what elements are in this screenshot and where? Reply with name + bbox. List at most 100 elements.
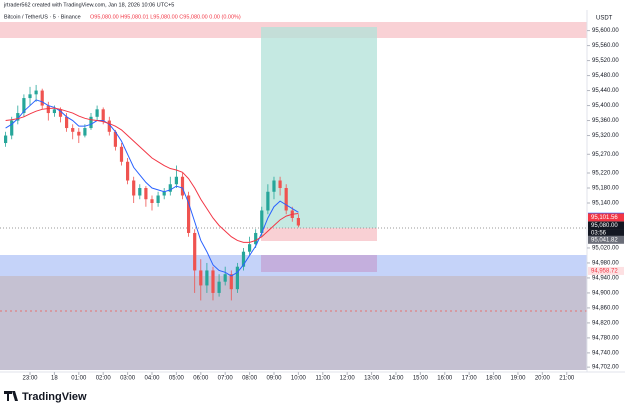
- currency: USDT: [596, 16, 613, 22]
- moving-average: [5, 107, 299, 243]
- price-label-box: [588, 235, 624, 244]
- candle-body: [107, 120, 111, 132]
- x-tick-label: 12:00: [340, 376, 356, 382]
- candle-body: [40, 90, 44, 106]
- x-tick-label: 06:00: [193, 376, 209, 382]
- y-tick-label: 94,900.00: [592, 291, 619, 297]
- candle-body: [180, 176, 185, 196]
- y-tick-label: 94,940.00: [592, 276, 619, 282]
- stop-zone: [261, 228, 377, 241]
- candle-body: [211, 270, 215, 293]
- candle-body: [101, 109, 105, 121]
- y-tick-label: 95,020.00: [592, 246, 619, 252]
- candle-body: [254, 232, 258, 245]
- y-tick-label: 94,860.00: [592, 305, 619, 311]
- candle-body: [132, 180, 136, 196]
- candle-body: [113, 131, 117, 147]
- candle-body: [125, 161, 130, 181]
- stop-label-box: [588, 266, 624, 275]
- countdown-box: [588, 229, 624, 237]
- candle-body: [229, 274, 233, 290]
- candle-body: [150, 199, 154, 203]
- y-tick-label: 95,180.00: [592, 186, 619, 192]
- x-tick-label: 07:00: [218, 376, 234, 382]
- zone-grey: [0, 276, 587, 370]
- price-label-box: [588, 213, 624, 222]
- x-tick-label: 18: [51, 376, 58, 382]
- candle-body: [266, 191, 270, 211]
- x-tick-label: 23:00: [23, 376, 39, 382]
- x-tick-label: 17:00: [462, 376, 478, 382]
- candle-body: [260, 210, 264, 233]
- stop-label: 94,958.72: [591, 269, 618, 275]
- candle-body: [83, 128, 87, 136]
- price-label-box: [588, 221, 624, 230]
- brand: TradingView: [22, 391, 87, 403]
- y-tick-label: 94,740.00: [592, 350, 619, 356]
- price-label: 95,080.00: [591, 223, 618, 229]
- symbol: Bitcoin / TetherUS · 5 · Binance: [4, 14, 81, 20]
- candle-body: [199, 270, 203, 286]
- candle-body: [174, 176, 178, 185]
- candle-body: [89, 116, 93, 129]
- candle-body: [223, 274, 227, 282]
- y-tick-label: 95,600.00: [592, 28, 619, 34]
- x-tick-label: 11:00: [315, 376, 330, 382]
- y-tick-label: 95,360.00: [592, 118, 619, 124]
- candle-body: [278, 180, 282, 189]
- y-tick-label: 95,270.00: [592, 152, 619, 158]
- candle-body: [217, 281, 221, 293]
- x-tick-label: 20:00: [535, 376, 551, 382]
- x-tick-label: 09:00: [266, 376, 282, 382]
- candle-body: [16, 113, 20, 121]
- candle-body: [22, 98, 26, 114]
- candle-body: [58, 109, 63, 117]
- x-tick-label: 05:00: [169, 376, 185, 382]
- candle-body: [296, 217, 300, 226]
- x-tick-label: 04:00: [144, 376, 160, 382]
- candle-body: [272, 180, 276, 192]
- x-tick-label: 03:00: [120, 376, 136, 382]
- candle-body: [4, 135, 8, 144]
- candle-body: [65, 116, 69, 129]
- candle-body: [186, 195, 191, 233]
- candle-body: [138, 188, 142, 196]
- candle-body: [193, 232, 197, 271]
- candle-body: [235, 266, 239, 290]
- y-tick-label: 94,780.00: [592, 335, 619, 341]
- y-tick-label: 95,220.00: [592, 171, 619, 177]
- target-zone: [261, 27, 377, 228]
- y-tick-label: 95,480.00: [592, 73, 619, 79]
- price-label: 95,101.56: [591, 215, 618, 221]
- x-tick-label: 14:00: [388, 376, 404, 382]
- credit: jrtrader562 created with TradingView.com…: [3, 2, 174, 8]
- x-tick-label: 10:00: [291, 376, 307, 382]
- candle-body: [144, 188, 148, 200]
- y-tick-label: 94,820.00: [592, 320, 619, 326]
- candle-body: [119, 146, 124, 162]
- x-tick-label: 02:00: [96, 376, 112, 382]
- candle-body: [52, 109, 57, 114]
- candle-body: [28, 94, 32, 99]
- candle-body: [10, 120, 14, 136]
- candle-body: [77, 131, 81, 136]
- ohlc: O95,080.00 H95,080.01 L95,080.00 C95,080…: [90, 14, 241, 20]
- x-tick-label: 16:00: [437, 376, 453, 382]
- candle-body: [247, 244, 252, 252]
- price-label: 95,041.82: [591, 237, 618, 243]
- countdown: 03:56: [591, 231, 607, 237]
- y-tick-label: 95,320.00: [592, 133, 619, 139]
- candle-body: [34, 90, 38, 95]
- x-tick-label: 19:00: [510, 376, 526, 382]
- moving-average: [5, 99, 299, 277]
- candle-body: [71, 128, 75, 132]
- overlap-zone: [261, 255, 377, 272]
- y-tick-label: 95,520.00: [592, 58, 619, 64]
- y-tick-label: 95,560.00: [592, 43, 619, 49]
- y-tick-label: 94,980.00: [592, 261, 619, 267]
- candle-body: [205, 270, 209, 286]
- candle-body: [284, 188, 288, 211]
- candle-body: [46, 105, 50, 114]
- brand-logo: [4, 391, 18, 401]
